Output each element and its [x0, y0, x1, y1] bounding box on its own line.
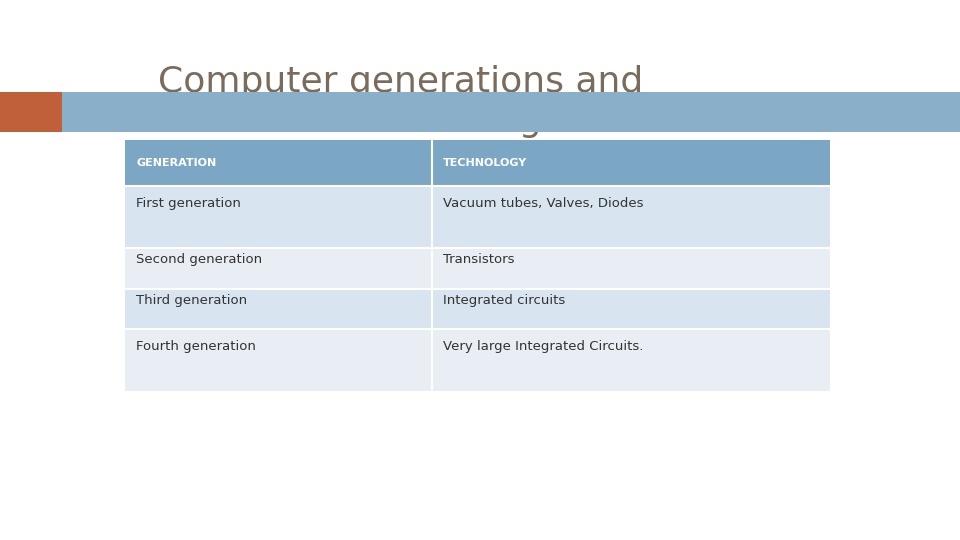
Text: Vacuum tubes, Valves, Diodes: Vacuum tubes, Valves, Diodes [444, 197, 644, 210]
Text: Third generation: Third generation [136, 294, 248, 307]
Text: Integrated circuits: Integrated circuits [444, 294, 565, 307]
Bar [0, 92, 62, 132]
Text: Second generation: Second generation [136, 253, 262, 266]
Bar [432, 248, 830, 289]
Text: TECHNOLOGY: TECHNOLOGY [444, 158, 527, 168]
Bar [432, 289, 830, 329]
Text: Fourth generation: Fourth generation [136, 340, 256, 353]
Bar [432, 186, 830, 248]
Bar [432, 329, 830, 392]
Text: Computer generations and
associated technologies: Computer generations and associated tech… [158, 65, 643, 138]
Text: Very large Integrated Circuits.: Very large Integrated Circuits. [444, 340, 643, 353]
Text: First generation: First generation [136, 197, 241, 210]
Bar [125, 186, 432, 248]
Bar [125, 289, 432, 329]
Text: Transistors: Transistors [444, 253, 515, 266]
Text: GENERATION: GENERATION [136, 158, 217, 168]
Bar [125, 248, 432, 289]
Bar [125, 329, 432, 392]
Bar [125, 140, 830, 186]
Bar [62, 92, 960, 132]
